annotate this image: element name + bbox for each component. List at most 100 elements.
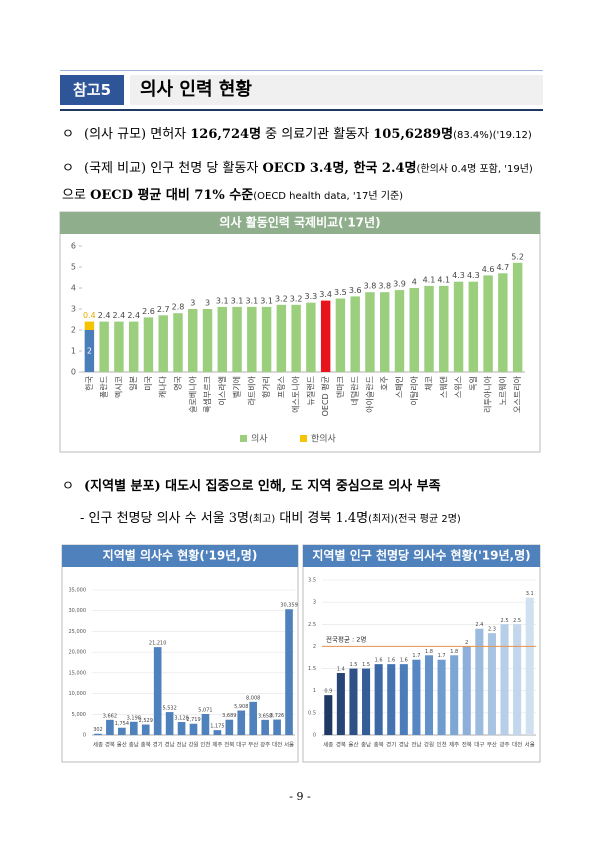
- chart-title: 지역별 의사수 현황('19년,명): [103, 548, 258, 563]
- data-label: 3.2: [275, 294, 288, 303]
- y-tick-label: 10,000: [69, 691, 87, 697]
- bar: [483, 275, 493, 372]
- bar: [84, 321, 95, 330]
- bar: [94, 733, 102, 735]
- bar: [225, 719, 234, 735]
- bar: [512, 262, 523, 372]
- data-label: 1.7: [438, 653, 446, 659]
- section-label: 참고5: [60, 75, 124, 105]
- chart-title: 지역별 인구 천명당 의사수 현황('19년,명): [312, 548, 530, 563]
- data-label: 3.5: [334, 288, 347, 297]
- x-tick-label: 경북: [105, 742, 115, 749]
- x-tick-label: 영국: [172, 376, 182, 391]
- x-tick-label: 전북: [224, 741, 234, 749]
- data-label: 2: [87, 347, 92, 356]
- legend-swatch: [240, 435, 247, 442]
- data-label: 1.7: [412, 653, 420, 659]
- bar: [217, 306, 228, 372]
- data-label: 2.6: [142, 307, 155, 316]
- bar: [106, 719, 114, 735]
- x-tick-label: 광주: [499, 742, 509, 749]
- bar: [306, 302, 316, 372]
- y-tick-label: 3: [313, 600, 316, 606]
- y-tick-label: 0: [83, 733, 86, 739]
- x-tick-label: 이탈리아: [409, 375, 419, 405]
- data-label: 4.3: [467, 271, 480, 280]
- bar: [500, 624, 509, 735]
- bar: [475, 628, 484, 735]
- bar: [99, 321, 109, 372]
- data-label: 5,908: [234, 704, 248, 710]
- x-tick-label: 충북: [374, 741, 384, 749]
- data-label: 3,128: [174, 716, 188, 722]
- x-tick-label: 스웨덴: [438, 376, 448, 398]
- bar: [335, 298, 346, 372]
- data-label: 3.9: [393, 280, 406, 289]
- data-label: 3.1: [245, 296, 258, 305]
- y-tick-label: 5: [71, 263, 76, 272]
- data-label: 3,662: [103, 713, 117, 719]
- bar: [387, 664, 396, 735]
- x-tick-label: 스페인: [394, 376, 404, 398]
- x-tick-label: 일본: [129, 376, 138, 391]
- bar: [525, 597, 534, 735]
- x-tick-label: 벨기에: [232, 376, 242, 398]
- text: 126,724명: [190, 127, 262, 142]
- x-tick-label: 대전: [512, 741, 522, 749]
- y-tick-label: 0: [313, 733, 316, 739]
- bar: [273, 719, 281, 735]
- bullet: ㅇ (의사 규모) 면허자 126,724명 중 의료기관 활동자 105,628…: [62, 127, 532, 142]
- x-tick-label: 아이슬란드: [364, 376, 374, 413]
- x-tick-label: 경북: [336, 742, 346, 749]
- data-label: 3.1: [260, 296, 273, 305]
- bar: [291, 304, 301, 372]
- data-label: 0.9: [324, 689, 332, 695]
- text: 105,6289명: [373, 127, 454, 142]
- data-label: 2.7: [157, 305, 170, 314]
- bar: [513, 624, 522, 735]
- bar: [374, 664, 383, 735]
- x-tick-label: 프랑스: [276, 376, 286, 398]
- x-tick-label: 서울: [284, 741, 294, 749]
- bar: [285, 609, 293, 735]
- y-tick-label: 25,000: [69, 629, 87, 635]
- text: (지역별 분포) 대도시 집중으로 인해, 도 지역 중심으로 의사 부족: [84, 479, 441, 494]
- x-tick-label: 스위스: [454, 376, 463, 398]
- data-label: 3.1: [216, 296, 229, 305]
- x-tick-label: 경남: [399, 741, 409, 749]
- text: (OECD health data, '17년 기준): [253, 191, 404, 202]
- data-label: 2.4: [98, 311, 111, 320]
- data-label: 3,658: [258, 713, 272, 719]
- text: (최저)(전국 평균 2명): [368, 514, 461, 525]
- y-tick-label: 2: [71, 326, 76, 335]
- x-tick-label: 캐나다: [159, 375, 168, 398]
- bar: [412, 659, 421, 735]
- data-label: 21,210: [149, 641, 167, 647]
- bar: [453, 281, 464, 372]
- x-tick-label: 덴마크: [336, 376, 345, 398]
- bar: [394, 290, 405, 372]
- x-tick-label: 세종: [93, 741, 103, 749]
- bar: [349, 668, 358, 735]
- data-label: 5,532: [162, 706, 176, 712]
- x-tick-label: 경기: [153, 741, 163, 749]
- bar: [350, 296, 360, 372]
- data-label: 3.3: [305, 292, 318, 301]
- x-tick-label: 광주: [260, 742, 270, 749]
- bar: [84, 330, 95, 372]
- bar: [188, 309, 198, 372]
- x-tick-label: 부산: [487, 741, 497, 749]
- x-tick-label: 대구: [474, 741, 484, 749]
- y-tick-label: 30,000: [69, 608, 87, 614]
- x-tick-label: 뉴질랜드: [305, 376, 315, 405]
- bar: [437, 659, 446, 735]
- data-label: 2.4: [475, 622, 483, 628]
- bar: [128, 321, 139, 372]
- y-tick-label: 5,000: [72, 712, 86, 718]
- data-label: 0.4: [83, 311, 96, 320]
- data-label: 2: [465, 640, 468, 646]
- bar: [247, 306, 257, 372]
- data-label: 1.6: [400, 658, 408, 664]
- bar: [143, 317, 154, 372]
- bar: [324, 695, 333, 735]
